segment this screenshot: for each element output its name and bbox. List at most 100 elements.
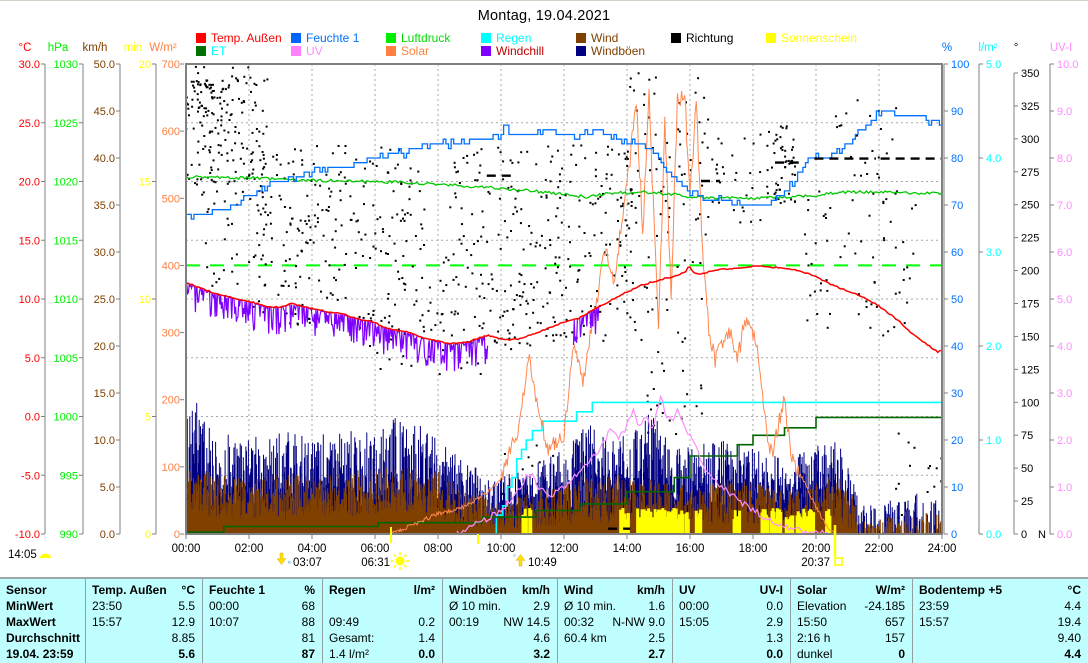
legend-item-sonnenschein[interactable]: Sonnenschein: [766, 31, 857, 45]
legend-swatch: [766, 33, 776, 43]
tick-label: 30.0: [19, 59, 40, 71]
tick-label: 1020: [54, 177, 78, 189]
tick-label: 50.0: [94, 59, 115, 71]
cell-value: 1.3: [766, 631, 783, 645]
legend-item-richtung[interactable]: Richtung: [671, 31, 733, 45]
x-tick-label: 12:00: [550, 543, 579, 555]
cell-time: Gesamt:: [329, 631, 375, 645]
moonrise-icon: [515, 554, 526, 567]
legend-swatch: [386, 46, 396, 56]
weather-chart-svg[interactable]: Temp. Außen Feuchte 1 Luftdruck Regen Wind Ri…: [0, 1, 1088, 577]
row-label-0: MinWert: [6, 599, 54, 613]
table-col-bodentemp-5: Bodentemp +5 °C 23:59 4.4 15:57 19.4 9.40 4.4: [912, 579, 1088, 663]
legend-label: UV: [306, 44, 323, 58]
tick-label: 25.0: [19, 118, 40, 130]
moonrise-time: 10:49: [528, 557, 557, 569]
cell-value: 19.4: [1057, 615, 1081, 629]
legend-item-temp-au-en[interactable]: Temp. Außen: [196, 31, 282, 45]
cell-value: 3.2: [533, 647, 550, 661]
tick-label: 0: [951, 529, 957, 541]
legend-item-windchill[interactable]: Windchill: [481, 44, 544, 58]
series-solar-layer: [390, 88, 836, 535]
legend-item-solar[interactable]: Solar: [386, 44, 429, 58]
tick-label: 0: [174, 529, 180, 541]
series-feuchte: [186, 110, 942, 220]
cell-value: 2.9: [533, 599, 550, 613]
series-temp: [185, 265, 943, 354]
legend-item-et[interactable]: ET: [196, 44, 227, 58]
cell-value: 4.6: [533, 631, 550, 645]
col-unit: °C: [1067, 583, 1081, 597]
legend-item-wind[interactable]: Wind: [576, 31, 618, 45]
cell-value: N-NW 9.0: [612, 615, 665, 629]
legend-item-regen[interactable]: Regen: [481, 31, 531, 45]
moonset-time: 03:07: [293, 557, 322, 569]
tick-label: 150: [1021, 331, 1039, 343]
tick-label: 0: [145, 529, 151, 541]
legend-item-luftdruck[interactable]: Luftdruck: [386, 31, 451, 45]
axis-unit-right-1: l/m²: [978, 42, 997, 54]
tick-label: 20: [139, 59, 151, 71]
series-richtung-mittel: [486, 157, 942, 530]
tick-label: 225: [1021, 233, 1039, 245]
tick-label: 350: [1021, 68, 1039, 80]
legend-item-windb-en[interactable]: Windböen: [576, 44, 645, 58]
axis-unit-right-2: °: [1014, 42, 1019, 54]
axis-unit-min: min: [124, 42, 143, 54]
col-unit: km/h: [636, 583, 665, 597]
cell-value: 0: [898, 647, 905, 661]
col-unit: UV-I: [759, 583, 783, 597]
tick-label: 500: [162, 193, 180, 205]
legend-label: Luftdruck: [401, 31, 451, 45]
x-axis: 00:00 02:00 04:00 06:00 08:00 10:00 12:00 14:00…: [172, 534, 956, 555]
cell-value: 0.0: [766, 647, 783, 661]
row-label-1: MaxWert: [6, 615, 56, 629]
legend-label: ET: [211, 44, 227, 58]
cell-time: 00:19: [449, 615, 480, 629]
moonset-icon: [276, 552, 287, 565]
cell-time: dunkel: [797, 647, 833, 661]
tick-label: 60: [951, 247, 963, 259]
series-et: [186, 416, 942, 533]
cell-time: 00:00: [679, 599, 710, 613]
tick-label: 7.0: [1057, 200, 1072, 212]
legend-label: Windchill: [496, 44, 544, 58]
legend-item-uv[interactable]: UV: [291, 44, 323, 58]
compass-n-label: N: [1038, 529, 1046, 541]
tick-label: 100: [162, 462, 180, 474]
row-label-2: Durchschnitt: [6, 631, 81, 645]
cell-time: 00:00: [209, 599, 240, 613]
table-col-feuchte-1: Feuchte 1% 00:00 68 10:07 88 81 87: [202, 579, 322, 663]
tick-label: 30.0: [94, 247, 115, 259]
tick-label: 6.0: [1057, 247, 1072, 259]
tick-label: 20.0: [94, 341, 115, 353]
tick-label: 0.0: [100, 529, 115, 541]
cell-value: 0.0: [418, 647, 435, 661]
tick-label: 40: [951, 341, 963, 353]
legend-swatch: [576, 46, 586, 56]
tick-label: 300: [1021, 134, 1039, 146]
tick-label: 995: [60, 470, 78, 482]
sunrise-time: 06:31: [361, 557, 390, 569]
tick-label: 3.0: [1057, 388, 1072, 400]
legend-swatch: [671, 33, 681, 43]
tick-label: 0.0: [1057, 529, 1072, 541]
tick-label: 990: [60, 529, 78, 541]
tick-label: 100: [1021, 397, 1039, 409]
tick-label: 10: [139, 294, 151, 306]
tick-label: 1010: [54, 294, 78, 306]
x-tick-label: 16:00: [676, 543, 705, 555]
col-title: Wind: [564, 583, 594, 597]
tick-label: 1000: [54, 412, 78, 424]
legend-label: Feuchte 1: [306, 31, 360, 45]
tick-label: 175: [1021, 299, 1039, 311]
legend-swatch: [481, 46, 491, 56]
tick-label: 25.0: [94, 294, 115, 306]
x-tick-label: 14:00: [613, 543, 642, 555]
table-col-temp-au-en: Temp. Außen °C 23:50 5.5 15:57 12.9 8.85 5.6: [85, 579, 202, 663]
page-title: Montag, 19.04.2021: [477, 8, 611, 24]
col-unit: W/m²: [875, 583, 905, 597]
tick-label: 50: [1021, 463, 1033, 475]
cell-time: 2:16 h: [797, 631, 831, 645]
legend-item-feuchte-1[interactable]: Feuchte 1: [291, 31, 360, 45]
